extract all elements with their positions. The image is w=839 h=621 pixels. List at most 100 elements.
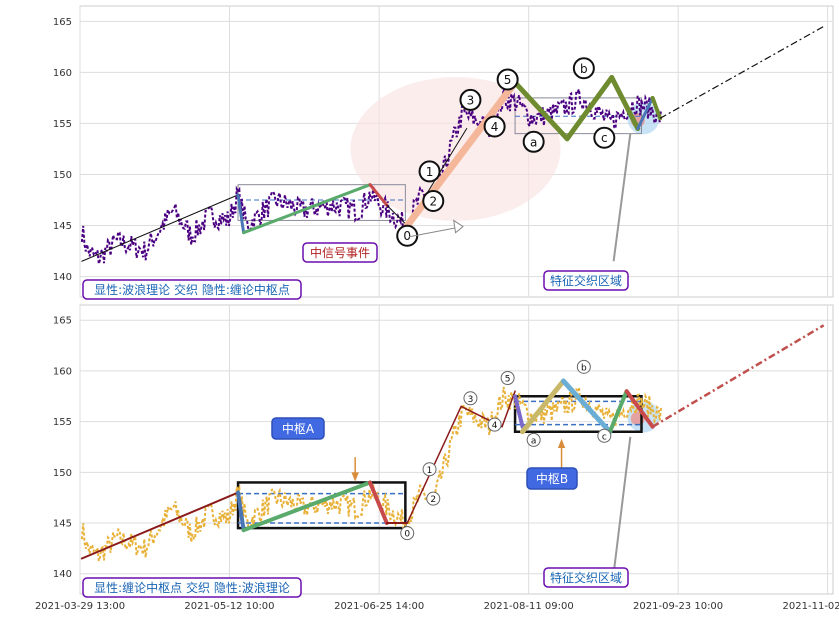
wave-leg <box>501 390 516 428</box>
annotation-label: 中枢A <box>282 421 315 436</box>
wave-leg <box>241 480 373 533</box>
y-tick-label: 155 <box>53 119 72 130</box>
wave-label: b <box>581 363 587 373</box>
annotation-box <box>82 577 302 598</box>
wave-label: a <box>530 135 537 149</box>
wave-label-marker <box>396 224 419 247</box>
y-tick-label: 160 <box>53 366 72 377</box>
wave-label: c <box>601 131 608 145</box>
event-arrow <box>408 226 464 238</box>
y-tick-label: 140 <box>53 569 72 580</box>
wave-label: 0 <box>404 530 410 540</box>
wave-label: 1 <box>426 165 434 179</box>
wave-leg <box>520 378 566 435</box>
zone-arrow <box>612 133 632 262</box>
projection-line <box>659 25 824 119</box>
y-tick-label: 145 <box>53 221 72 232</box>
wave-leg <box>80 491 240 560</box>
annotation-box <box>526 467 578 490</box>
bottom-panel: 140 145 150 155 160 165 0 1 2 3 4 5 a b c 中枢A 中枢B 特征交织区域显… <box>53 304 834 598</box>
pivot-zone <box>514 97 642 135</box>
wave-leg <box>368 183 389 207</box>
x-tick-label: 2021-03-29 13:00 <box>35 601 125 612</box>
x-tick-label: 2021-06-25 14:00 <box>334 601 424 612</box>
wave-label-marker <box>593 126 616 149</box>
wave-leg <box>560 378 613 435</box>
annotation-box <box>543 567 629 588</box>
wave-label: a <box>531 436 537 446</box>
top-panel: 140 145 150 155 160 165 0 1 2 3 4 5 a b c 中信号事件特征交织区域显性… <box>53 5 834 300</box>
projection-line <box>652 324 825 428</box>
wave-label: b <box>580 62 588 76</box>
wave-label-marker <box>572 57 595 80</box>
wave-leg <box>636 96 655 131</box>
y-tick-label: 165 <box>53 316 72 327</box>
wave-label-marker <box>496 68 519 91</box>
wave-label-marker <box>483 115 506 138</box>
annotation-label: 特征交织区域 <box>550 273 622 288</box>
wave-label-marker <box>500 371 515 386</box>
wave-leg <box>513 394 525 429</box>
wave-label-marker <box>522 130 545 153</box>
wave-label: 4 <box>491 120 499 134</box>
annotation-label: 显性:缠论中枢点 交织 隐性:波浪理论 <box>94 580 290 595</box>
annotation-box <box>302 242 378 263</box>
y-tick-label: 155 <box>53 417 72 428</box>
wave-leg <box>564 74 615 142</box>
pivot-b-arrow-head <box>557 438 566 448</box>
wave-leg <box>609 74 641 132</box>
wave-label: c <box>602 432 607 442</box>
wave-label-marker <box>526 432 541 447</box>
annotation-box <box>82 279 302 300</box>
price-series <box>80 384 662 562</box>
wave-label: 0 <box>403 229 411 243</box>
wave-leg <box>624 389 655 429</box>
wave-label-marker <box>400 526 415 541</box>
wave-label-marker <box>426 491 441 506</box>
annotation-box <box>543 270 629 291</box>
annotation-label: 显性:波浪理论 交织 隐性:缠论中枢点 <box>94 282 290 297</box>
wave-label: 5 <box>504 73 512 87</box>
wave-leg <box>236 490 246 533</box>
y-tick-label: 165 <box>53 17 72 28</box>
wave-leg <box>236 193 246 235</box>
pivot-a-arrow-head <box>351 472 359 482</box>
x-tick-label: 2021-05-12 10:00 <box>184 601 274 612</box>
wave-label: 2 <box>429 195 437 209</box>
wave-label-marker <box>422 462 437 477</box>
x-tick-label: 2021-08-11 09:00 <box>484 601 574 612</box>
wave-label: 1 <box>427 466 433 476</box>
annotation-label: 中枢B <box>536 471 568 486</box>
wave-leg <box>368 480 389 526</box>
price-series <box>80 85 662 265</box>
annotation-box <box>271 417 325 440</box>
wave-label-marker <box>576 359 591 374</box>
wave-leg <box>386 204 408 227</box>
wave-leg <box>607 389 629 434</box>
wave-label: 4 <box>492 421 498 431</box>
plot-frame <box>79 304 834 595</box>
y-tick-label: 160 <box>53 68 72 79</box>
wave-label: 5 <box>505 375 511 385</box>
wave-leg <box>242 183 372 235</box>
y-tick-label: 145 <box>53 519 72 530</box>
event-arrow-head <box>453 219 464 234</box>
wave-label-marker <box>487 417 502 432</box>
wave-label-marker <box>418 160 441 183</box>
wave-label-marker <box>463 391 478 406</box>
wave-leg <box>512 80 570 142</box>
wave-label: 3 <box>467 93 475 107</box>
wave-leg <box>81 194 239 262</box>
annotation-label: 中信号事件 <box>310 245 370 260</box>
wave-label-marker <box>459 88 482 111</box>
wave-label: 3 <box>468 395 474 405</box>
y-tick-label: 150 <box>53 468 72 479</box>
y-tick-label: 140 <box>53 272 72 283</box>
wave-label-marker <box>422 190 445 213</box>
wave-leg <box>650 95 663 121</box>
annotation-label: 特征交织区域 <box>550 570 622 585</box>
zone-arrow <box>612 436 632 574</box>
x-tick-label: 2021-09-23 10:00 <box>633 601 723 612</box>
